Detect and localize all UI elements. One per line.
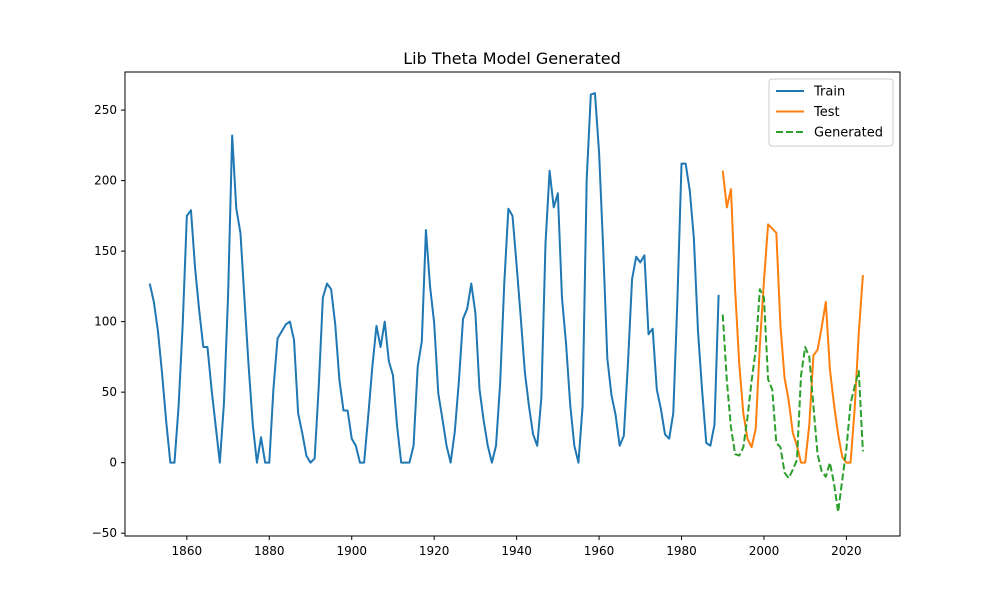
x-tick-label: 1940: [501, 544, 532, 558]
legend-label-generated: Generated: [814, 126, 883, 141]
plot-area: [148, 92, 864, 514]
x-tick-label: 1980: [666, 544, 697, 558]
x-tick-label: 2000: [749, 544, 780, 558]
y-tick-label: 50: [102, 385, 117, 399]
y-tick-label: −50: [92, 526, 117, 540]
series-line-test: [721, 170, 864, 464]
x-axis: 1860 1880 1900 1920 1940 1960 1980 2000 2020: [172, 536, 862, 558]
x-tick-label: 1900: [336, 544, 367, 558]
x-tick-label: 1860: [172, 544, 203, 558]
x-tick-label: 2020: [831, 544, 862, 558]
y-tick-label: 100: [94, 315, 117, 329]
series-line-generated: [721, 288, 864, 514]
series-line-train: [148, 92, 720, 464]
y-axis: −50 0 50 100 150 200 250: [92, 103, 125, 540]
y-tick-label: 200: [94, 174, 117, 188]
x-tick-label: 1920: [419, 544, 450, 558]
axes-frame: [124, 71, 901, 537]
legend-label-train: Train: [813, 85, 845, 100]
y-tick-label: 0: [109, 456, 117, 470]
chart-title: Lib Theta Model Generated: [403, 49, 621, 68]
legend: Train Test Generated: [768, 78, 894, 147]
y-tick-label: 150: [94, 244, 117, 258]
legend-box: [768, 78, 894, 147]
x-tick-label: 1960: [584, 544, 615, 558]
x-tick-label: 1880: [254, 544, 285, 558]
y-tick-label: 250: [94, 103, 117, 117]
legend-label-test: Test: [813, 105, 840, 120]
